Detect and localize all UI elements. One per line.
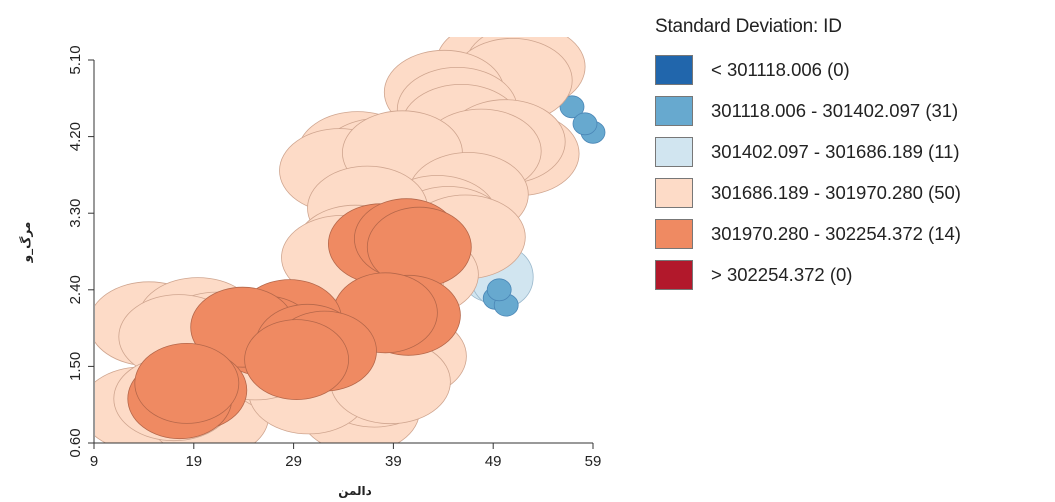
legend-swatch (655, 260, 693, 290)
y-tick-label: 3.30 (67, 199, 84, 228)
data-point (572, 112, 598, 136)
y-tick-label: 1.50 (67, 352, 84, 381)
chart-plot: 9 19 29 39 49 59 0.60 1.50 2.40 3.30 4.20 5.10 مرگ_… (18, 37, 606, 498)
y-tick-label: 4.20 (67, 122, 84, 151)
legend-swatch (655, 96, 693, 126)
legend-label: > 302254.372 (0) (711, 264, 853, 285)
data-point (244, 319, 350, 401)
x-tick-label: 9 (90, 453, 98, 470)
x-axis-label: دالمن (338, 484, 372, 498)
axes: 9 19 29 39 49 59 0.60 1.50 2.40 3.30 4.20 5.10 (67, 45, 601, 470)
x-tick-label: 39 (385, 453, 402, 470)
legend-swatch (655, 219, 693, 249)
x-tick-label: 49 (485, 453, 502, 470)
legend-label: 301970.280 - 302254.372 (14) (711, 223, 961, 244)
legend-label: 301118.006 - 301402.097 (31) (711, 100, 959, 121)
legend-item: < 301118.006 (0) (655, 52, 961, 88)
legend-item: 301970.280 - 302254.372 (14) (655, 216, 961, 252)
legend-title: Standard Deviation: ID (655, 16, 842, 37)
legend: Standard Deviation: ID < 301118.006 (0) … (655, 16, 961, 298)
legend-item: > 302254.372 (0) (655, 257, 961, 293)
legend-item: 301402.097 - 301686.189 (11) (655, 134, 961, 170)
x-tick-label: 19 (185, 453, 202, 470)
y-tick-label: 0.60 (67, 428, 84, 457)
x-tick-label: 59 (585, 453, 602, 470)
legend-item: 301118.006 - 301402.097 (31) (655, 93, 961, 129)
y-tick-label: 5.10 (67, 45, 84, 74)
data-point (486, 278, 512, 302)
legend-swatch (655, 178, 693, 208)
legend-swatch (655, 137, 693, 167)
legend-swatch (655, 55, 693, 85)
data-point (134, 342, 240, 424)
x-tick-label: 29 (285, 453, 302, 470)
data-markers (95, 37, 606, 443)
legend-label: 301402.097 - 301686.189 (11) (711, 141, 960, 162)
legend-label: 301686.189 - 301970.280 (50) (711, 182, 961, 203)
data-point (559, 95, 585, 119)
legend-item: 301686.189 - 301970.280 (50) (655, 175, 961, 211)
y-tick-label: 2.40 (67, 275, 84, 304)
legend-label: < 301118.006 (0) (711, 59, 850, 80)
y-axis-label: مرگ_و (18, 222, 34, 264)
